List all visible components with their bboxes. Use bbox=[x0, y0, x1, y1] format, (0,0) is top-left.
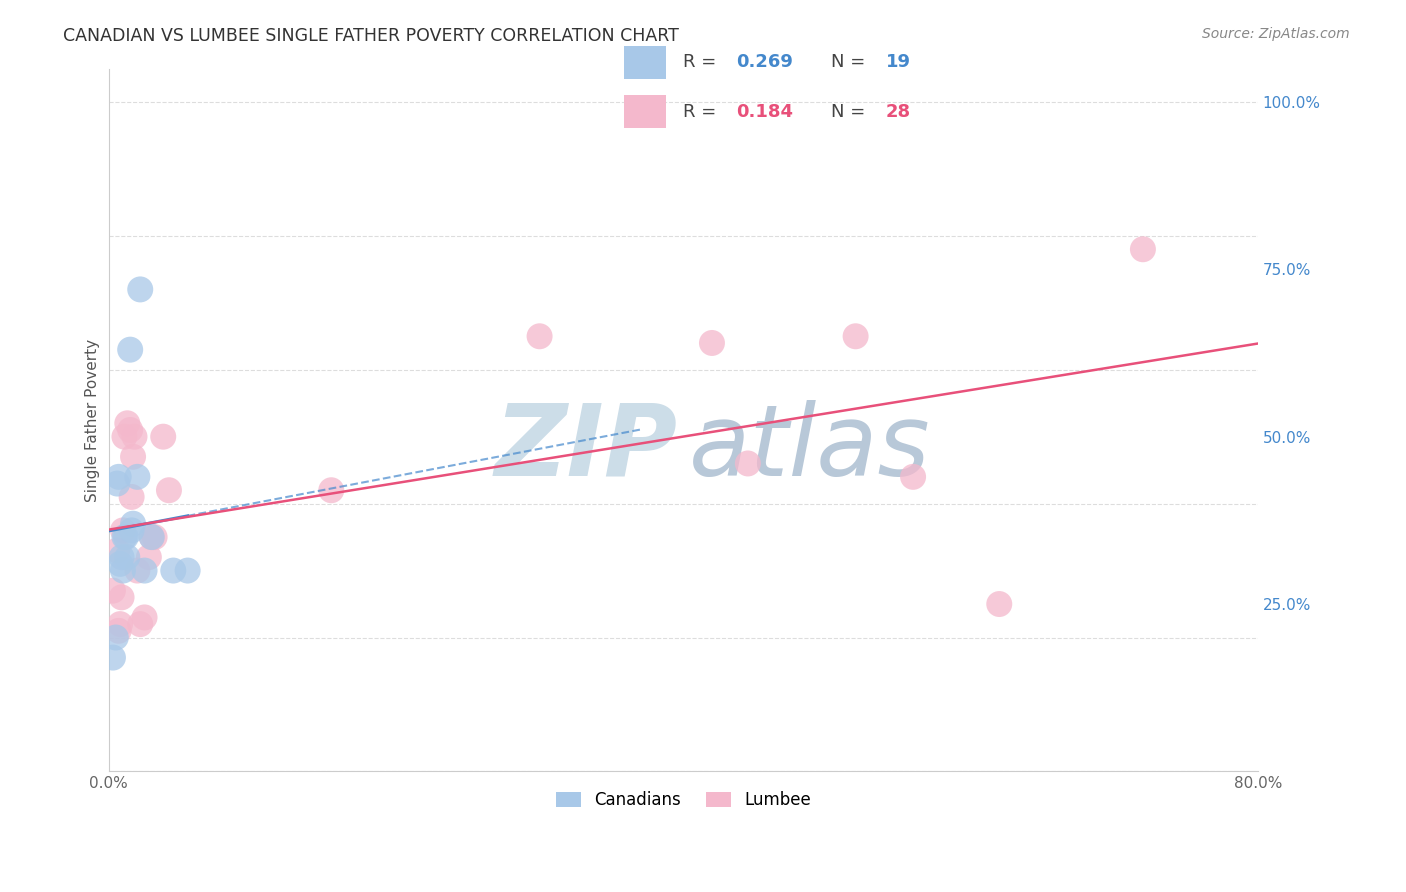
Point bbox=[111, 524, 134, 538]
Point bbox=[129, 282, 152, 296]
Text: ZIP: ZIP bbox=[495, 400, 678, 497]
Point bbox=[143, 530, 166, 544]
Point bbox=[127, 470, 149, 484]
Point bbox=[110, 591, 132, 605]
Point bbox=[152, 430, 174, 444]
Point bbox=[124, 430, 146, 444]
Point bbox=[121, 524, 143, 538]
Text: N =: N = bbox=[831, 53, 870, 70]
Point bbox=[529, 329, 551, 343]
Point bbox=[114, 530, 136, 544]
Point bbox=[134, 564, 156, 578]
Point bbox=[988, 597, 1011, 611]
Point bbox=[127, 564, 149, 578]
Point bbox=[105, 476, 128, 491]
Legend: Canadians, Lumbee: Canadians, Lumbee bbox=[548, 784, 817, 816]
Text: 28: 28 bbox=[886, 103, 911, 120]
Point bbox=[122, 450, 145, 464]
Text: R =: R = bbox=[683, 53, 723, 70]
Point bbox=[134, 610, 156, 624]
Point bbox=[321, 483, 343, 498]
Point bbox=[129, 617, 152, 632]
Point bbox=[110, 550, 132, 565]
Point bbox=[845, 329, 868, 343]
Text: atlas: atlas bbox=[689, 400, 931, 497]
Point bbox=[901, 470, 924, 484]
Point bbox=[176, 564, 198, 578]
Point bbox=[107, 470, 129, 484]
Point bbox=[737, 457, 759, 471]
Point bbox=[121, 490, 143, 504]
Point bbox=[107, 624, 129, 638]
Point bbox=[120, 343, 142, 357]
Point bbox=[101, 650, 124, 665]
Point bbox=[138, 550, 160, 565]
Text: 0.269: 0.269 bbox=[737, 53, 793, 70]
Point bbox=[141, 530, 163, 544]
Point bbox=[1132, 242, 1154, 256]
Point bbox=[117, 550, 139, 565]
Text: 19: 19 bbox=[886, 53, 911, 70]
Point bbox=[114, 430, 136, 444]
Point bbox=[111, 564, 134, 578]
Point bbox=[122, 516, 145, 531]
Text: 0.184: 0.184 bbox=[737, 103, 793, 120]
Y-axis label: Single Father Poverty: Single Father Poverty bbox=[86, 338, 100, 501]
Point bbox=[700, 335, 723, 350]
Text: CANADIAN VS LUMBEE SINGLE FATHER POVERTY CORRELATION CHART: CANADIAN VS LUMBEE SINGLE FATHER POVERTY… bbox=[63, 27, 679, 45]
Point bbox=[117, 417, 139, 431]
Point bbox=[105, 543, 128, 558]
Point bbox=[141, 530, 163, 544]
Point bbox=[104, 631, 127, 645]
Point bbox=[120, 423, 142, 437]
Point bbox=[162, 564, 184, 578]
Point bbox=[108, 557, 131, 571]
Point bbox=[101, 583, 124, 598]
Text: R =: R = bbox=[683, 103, 723, 120]
Text: N =: N = bbox=[831, 103, 870, 120]
Point bbox=[115, 530, 138, 544]
Bar bbox=[624, 45, 666, 78]
Point bbox=[157, 483, 180, 498]
Bar bbox=[624, 95, 666, 128]
Point bbox=[108, 617, 131, 632]
Text: Source: ZipAtlas.com: Source: ZipAtlas.com bbox=[1202, 27, 1350, 41]
